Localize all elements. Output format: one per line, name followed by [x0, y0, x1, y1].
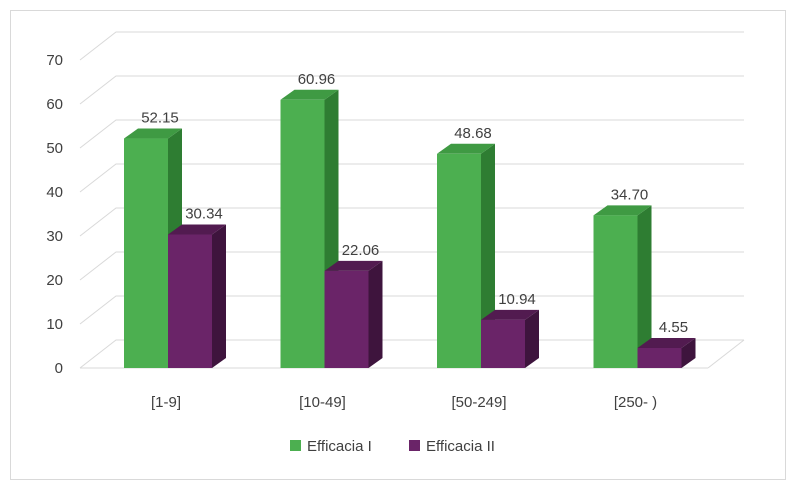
bar-top	[637, 337, 696, 348]
gridline	[79, 75, 744, 105]
bar-front	[637, 347, 682, 368]
bar-side	[681, 337, 696, 368]
bar-top	[593, 205, 652, 216]
bar-top	[437, 143, 495, 154]
x-tick-label: [1-9]	[151, 394, 181, 411]
bar-front	[437, 153, 481, 368]
y-tick-label: 70	[46, 52, 63, 69]
legend-swatch	[409, 440, 420, 451]
bar-front	[124, 138, 168, 368]
bar	[437, 143, 495, 368]
bar	[637, 337, 696, 368]
data-label: 4.55	[659, 319, 688, 336]
bar-top	[124, 128, 182, 139]
gridline	[79, 31, 744, 61]
y-tick-label: 50	[46, 140, 63, 157]
bar-top	[280, 89, 339, 100]
legend-label: Efficacia I	[307, 438, 372, 455]
bar	[481, 309, 539, 368]
floor-edge	[707, 339, 745, 369]
legend-label: Efficacia II	[426, 438, 495, 455]
bar-front	[168, 234, 212, 368]
y-tick-label: 30	[46, 228, 63, 245]
data-label: 22.06	[342, 242, 380, 259]
bar-front	[593, 215, 638, 368]
legend-swatch	[290, 440, 301, 451]
bar	[593, 205, 652, 368]
bar-top	[168, 224, 226, 235]
y-tick-label: 0	[55, 360, 63, 377]
bar-side	[212, 224, 226, 368]
x-tick-label: [250- )	[614, 394, 657, 411]
bar-side	[637, 205, 652, 368]
data-label: 52.15	[141, 110, 179, 127]
gridline	[79, 295, 744, 325]
gridline	[79, 207, 744, 237]
bar-front	[481, 319, 525, 368]
bar-top	[481, 309, 539, 320]
gridline	[79, 251, 744, 281]
bar	[280, 89, 339, 368]
bar-side	[481, 143, 495, 368]
bars	[124, 89, 696, 368]
bar	[324, 260, 383, 368]
bar-front	[280, 99, 325, 368]
bar-side	[525, 309, 539, 368]
gridline	[79, 119, 744, 149]
data-label: 30.34	[185, 206, 223, 223]
bar-side	[368, 260, 383, 368]
x-tick-label: [50-249]	[451, 394, 506, 411]
y-tick-label: 20	[46, 272, 63, 289]
gridline	[79, 163, 744, 193]
y-tick-label: 40	[46, 184, 63, 201]
bar	[168, 224, 226, 368]
data-label: 60.96	[298, 71, 336, 88]
data-label: 48.68	[454, 125, 492, 142]
data-label: 34.70	[611, 186, 649, 203]
bar-top	[324, 260, 383, 271]
bar-front	[324, 270, 369, 368]
data-label: 10.94	[498, 291, 536, 308]
y-tick-label: 60	[46, 96, 63, 113]
x-tick-label: [10-49]	[299, 394, 346, 411]
y-tick-label: 10	[46, 316, 63, 333]
